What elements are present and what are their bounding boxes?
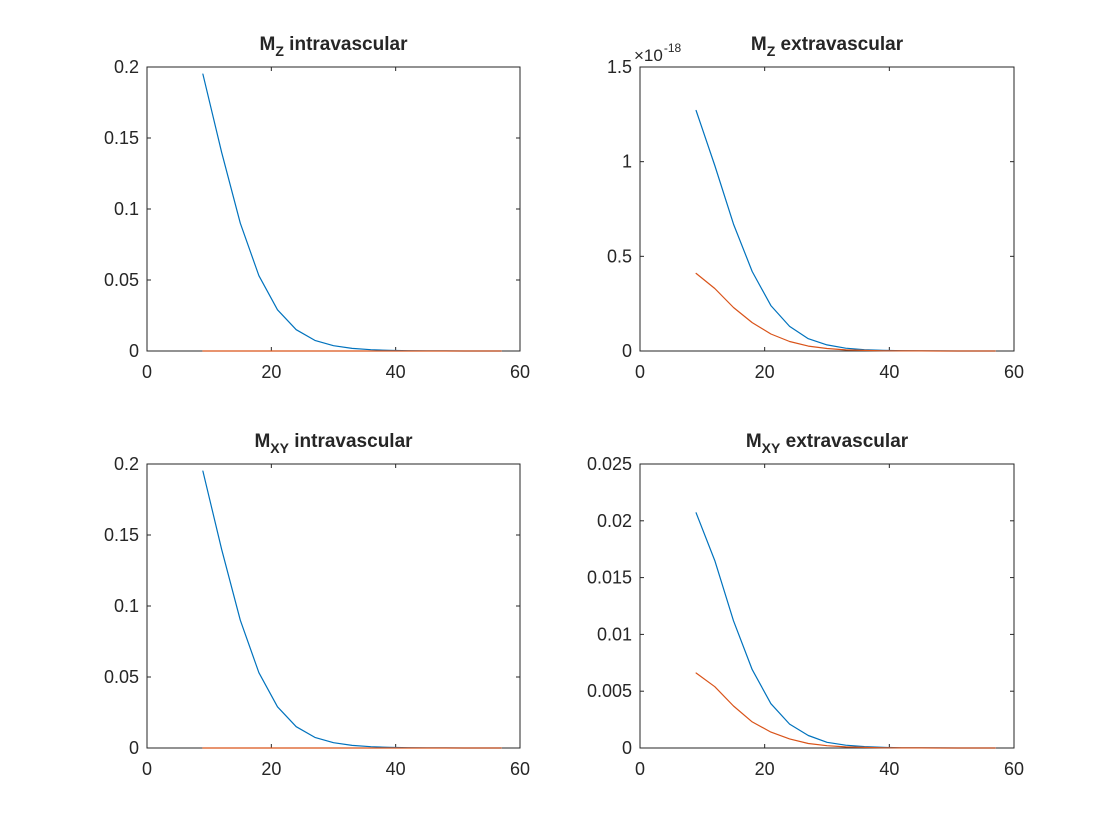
x-tick-label: 0 bbox=[635, 362, 645, 382]
chart-panel-1: 0 20 40 60 0 0.05 0.1 0.15 0.2 MZ intravascular bbox=[104, 34, 530, 382]
x-tick-label: 60 bbox=[1004, 362, 1024, 382]
title-subscript: XY bbox=[270, 440, 289, 456]
y-tick-label: 0.005 bbox=[587, 681, 632, 701]
x-tick-label: 40 bbox=[386, 759, 406, 779]
axes-box bbox=[639, 463, 1015, 749]
y-tick-label: 0.15 bbox=[104, 525, 139, 545]
axes-box bbox=[146, 463, 521, 749]
title-rest: intravascular bbox=[289, 431, 413, 452]
y-tick-label: 0 bbox=[129, 738, 139, 758]
axes-box bbox=[639, 66, 1015, 352]
y-tick-label: 0 bbox=[129, 341, 139, 361]
y-tick-label: 0.02 bbox=[597, 511, 632, 531]
y-tick-label: 1 bbox=[622, 152, 632, 172]
y-exponent-label: ×10-18 bbox=[634, 41, 682, 65]
axes-box bbox=[146, 66, 521, 352]
series-line-1 bbox=[202, 470, 502, 749]
chart-title: MXY extravascular bbox=[746, 431, 909, 456]
y-exponent-power: -18 bbox=[664, 41, 682, 55]
series-line-1 bbox=[695, 109, 996, 352]
series-line-2 bbox=[695, 672, 996, 749]
y-tick-label: 0.015 bbox=[587, 568, 632, 588]
title-main: M bbox=[751, 34, 767, 55]
x-tick-label: 40 bbox=[386, 362, 406, 382]
x-tick-label: 0 bbox=[635, 759, 645, 779]
x-tick-label: 20 bbox=[755, 362, 775, 382]
title-subscript: Z bbox=[275, 43, 284, 59]
y-tick-label: 0.05 bbox=[104, 270, 139, 290]
series-line-1 bbox=[202, 73, 502, 352]
x-tick-label: 60 bbox=[510, 759, 530, 779]
chart-panel-2: 0 20 40 60 0 0.5 1 1.5×10-18 MZ extravascular bbox=[607, 34, 1024, 382]
series-line-2 bbox=[695, 272, 996, 352]
title-main: M bbox=[260, 34, 276, 55]
title-main: M bbox=[746, 431, 762, 452]
x-tick-label: 40 bbox=[879, 362, 899, 382]
chart-title: MXY intravascular bbox=[254, 431, 413, 456]
title-rest: intravascular bbox=[284, 34, 408, 55]
x-tick-label: 0 bbox=[142, 362, 152, 382]
y-tick-label: 0.1 bbox=[114, 199, 139, 219]
title-rest: extravascular bbox=[775, 34, 903, 55]
x-tick-label: 60 bbox=[1004, 759, 1024, 779]
x-tick-label: 20 bbox=[261, 759, 281, 779]
y-exponent-base: ×10 bbox=[634, 46, 663, 65]
y-tick-label: 0.05 bbox=[104, 667, 139, 687]
x-tick-label: 20 bbox=[755, 759, 775, 779]
x-tick-label: 40 bbox=[879, 759, 899, 779]
y-tick-label: 1.5 bbox=[607, 57, 632, 77]
x-tick-label: 0 bbox=[142, 759, 152, 779]
x-tick-label: 20 bbox=[261, 362, 281, 382]
chart-title: MZ extravascular bbox=[751, 34, 904, 59]
y-tick-label: 0.15 bbox=[104, 128, 139, 148]
y-tick-label: 0.1 bbox=[114, 596, 139, 616]
title-subscript: Z bbox=[767, 43, 776, 59]
y-tick-label: 0.2 bbox=[114, 454, 139, 474]
y-tick-label: 0.025 bbox=[587, 454, 632, 474]
y-tick-label: 0.01 bbox=[597, 624, 632, 644]
y-tick-label: 0.5 bbox=[607, 246, 632, 266]
y-tick-label: 0 bbox=[622, 341, 632, 361]
x-tick-label: 60 bbox=[510, 362, 530, 382]
y-tick-label: 0.2 bbox=[114, 57, 139, 77]
title-rest: extravascular bbox=[780, 431, 908, 452]
chart-title: MZ intravascular bbox=[260, 34, 409, 59]
y-tick-label: 0 bbox=[622, 738, 632, 758]
title-subscript: XY bbox=[762, 440, 781, 456]
chart-panel-4: 0 20 40 60 0 0.005 0.01 0.015 0.02 0.025 MXY extra… bbox=[587, 431, 1024, 779]
title-main: M bbox=[254, 431, 270, 452]
chart-panel-3: 0 20 40 60 0 0.05 0.1 0.15 0.2 MXY intravascular bbox=[104, 431, 530, 779]
